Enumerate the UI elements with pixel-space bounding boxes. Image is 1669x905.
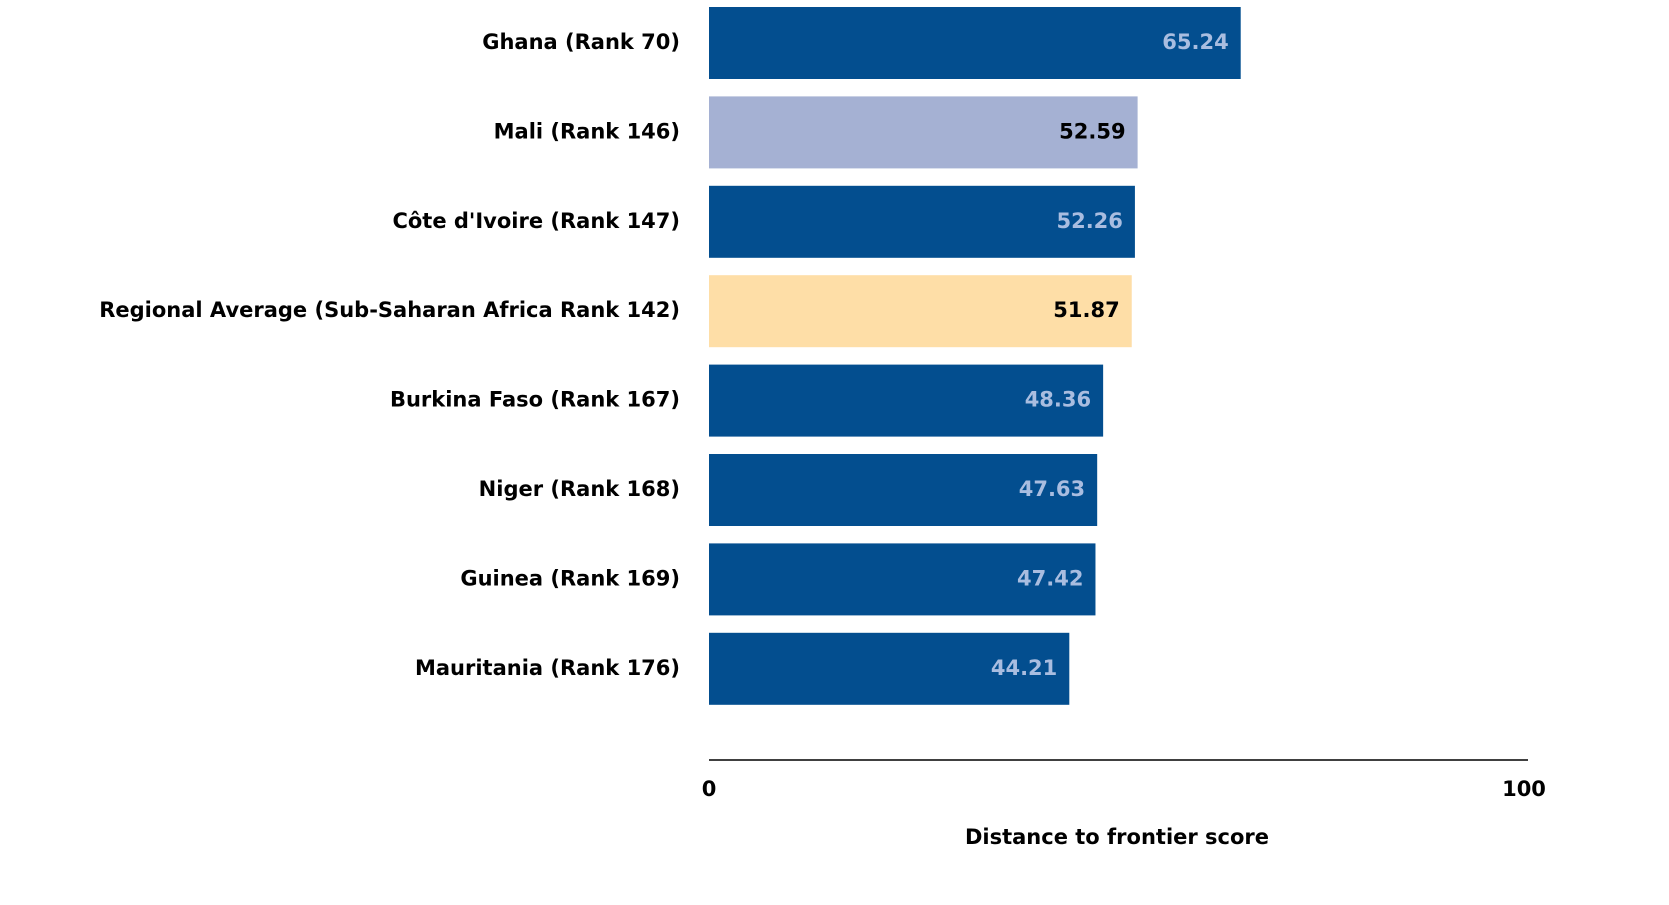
bar (709, 364, 1104, 437)
bar-value-label: 48.36 (1025, 388, 1091, 412)
x-tick-label: 0 (702, 777, 717, 801)
category-label: Guinea (Rank 169) (460, 566, 680, 590)
bar-value-label: 52.26 (1056, 209, 1122, 233)
category-label: Mauritania (Rank 176) (415, 656, 680, 680)
bar (709, 96, 1138, 169)
bar-value-label: 47.63 (1019, 477, 1085, 501)
category-label: Côte d'Ivoire (Rank 147) (392, 209, 680, 233)
bar-value-label: 44.21 (991, 656, 1057, 680)
bar (709, 454, 1098, 526)
x-tick-label: 100 (1502, 777, 1546, 801)
category-label: Regional Average (Sub-Saharan Africa Ran… (99, 298, 680, 322)
bar-value-label: 51.87 (1053, 298, 1119, 322)
category-label: Mali (Rank 146) (494, 119, 680, 143)
bar (709, 543, 1096, 616)
bar-value-label: 52.59 (1059, 119, 1125, 143)
bar (709, 275, 1132, 348)
bar (709, 7, 1241, 79)
bar (709, 185, 1135, 258)
bar (709, 632, 1070, 705)
bar-value-label: 65.24 (1162, 30, 1228, 54)
bar-value-label: 47.42 (1017, 566, 1083, 590)
x-axis-title: Distance to frontier score (965, 825, 1269, 849)
category-label: Niger (Rank 168) (479, 477, 680, 501)
category-label: Burkina Faso (Rank 167) (390, 388, 680, 412)
category-label: Ghana (Rank 70) (482, 30, 680, 54)
